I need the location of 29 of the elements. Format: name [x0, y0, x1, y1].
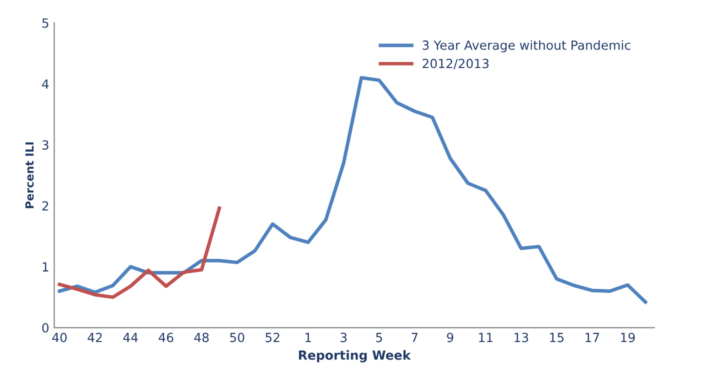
x-tick-label: 5 — [376, 332, 382, 342]
x-tick-label: 50 — [230, 332, 244, 342]
x-tick-label: 11 — [479, 332, 492, 342]
x-tick-label: 7 — [412, 332, 418, 342]
x-tick-label: 13 — [514, 332, 528, 342]
x-tick-label: 15 — [550, 332, 564, 342]
legend-label: 3 Year Average without Pandemic — [422, 40, 630, 52]
line-series — [58, 206, 222, 299]
y-tick-label: 0 — [42, 323, 49, 333]
x-tick-label: 46 — [158, 332, 174, 342]
x-tick-label: 19 — [621, 332, 635, 342]
y-tick-label: 4 — [42, 79, 49, 89]
x-tick-label: 9 — [446, 332, 454, 342]
x-tick-label: 42 — [88, 332, 102, 342]
x-tick-label: 40 — [52, 332, 67, 342]
x-tick-label: 3 — [340, 332, 347, 342]
y-tick-label: 1 — [42, 262, 48, 272]
line-series — [58, 76, 648, 304]
x-axis-title: Reporting Week — [298, 350, 411, 362]
y-tick-label: 5 — [42, 18, 48, 28]
y-tick-label: 3 — [42, 140, 48, 150]
x-tick-label: 48 — [194, 332, 209, 342]
x-tick-label: 1 — [306, 332, 311, 342]
y-axis-title: Percent ILI — [25, 142, 34, 208]
x-tick-label: 17 — [586, 332, 600, 342]
legend-label: 2012/2013 — [422, 58, 489, 70]
y-tick-label: 2 — [42, 201, 48, 210]
x-tick-label: 52 — [266, 332, 280, 342]
x-tick-label: 44 — [123, 332, 138, 342]
